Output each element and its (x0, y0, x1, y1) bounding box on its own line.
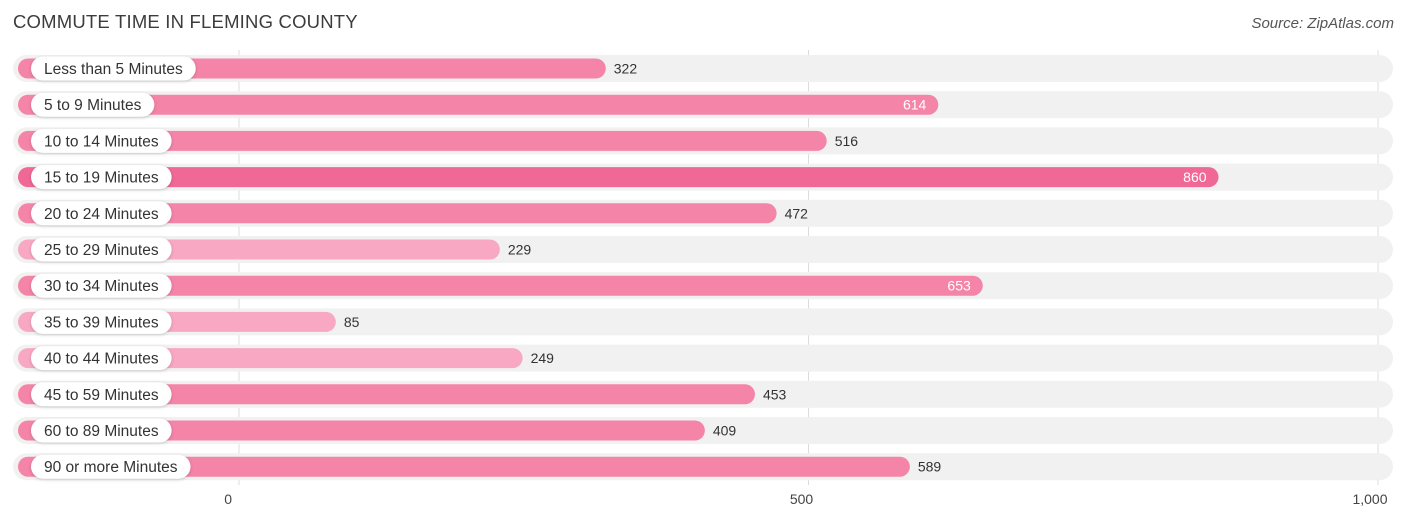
value-label: 409 (713, 423, 737, 439)
category-label: 35 to 39 Minutes (44, 314, 159, 331)
category-pill (31, 56, 196, 81)
category-label: Less than 5 Minutes (44, 61, 183, 78)
category-label: 20 to 24 Minutes (44, 206, 159, 223)
x-tick-label: 0 (224, 491, 232, 507)
category-label: 60 to 89 Minutes (44, 423, 159, 440)
bar (18, 94, 939, 115)
category-pill (31, 418, 172, 443)
value-label: 322 (614, 61, 638, 77)
row-track (13, 308, 1393, 336)
category-pill (31, 382, 172, 407)
value-label: 229 (508, 242, 532, 258)
bar (18, 275, 983, 296)
category-pill (31, 309, 172, 334)
value-label: 472 (785, 205, 809, 221)
category-label: 40 to 44 Minutes (44, 351, 159, 368)
bar (18, 130, 827, 151)
grid-layer (238, 50, 1379, 485)
category-pill (31, 273, 172, 298)
bar (18, 203, 777, 224)
category-label: 5 to 9 Minutes (44, 97, 142, 114)
category-pill (31, 201, 172, 226)
value-label: 614 (903, 97, 927, 113)
bar (18, 384, 755, 405)
x-tick-label: 500 (790, 491, 814, 507)
category-pill (31, 92, 155, 117)
value-label: 453 (763, 386, 787, 402)
value-label: 653 (947, 278, 971, 294)
value-label: 516 (835, 133, 859, 149)
bar (18, 167, 1219, 188)
category-label: 90 or more Minutes (44, 459, 178, 476)
source-credit: Source: ZipAtlas.com (1251, 15, 1394, 32)
category-label: 15 to 19 Minutes (44, 170, 159, 187)
x-axis-ticks: 0 500 1,000 (224, 491, 1388, 507)
category-pill (31, 128, 172, 153)
category-label: 30 to 34 Minutes (44, 278, 159, 295)
value-label: 860 (1183, 169, 1207, 185)
value-label: 85 (344, 314, 360, 330)
x-tick-label: 1,000 (1352, 491, 1387, 507)
bar (18, 420, 705, 441)
category-label: 45 to 59 Minutes (44, 387, 159, 404)
category-pill (31, 454, 191, 479)
category-pill (31, 237, 172, 262)
chart-title: COMMUTE TIME IN FLEMING COUNTY (13, 11, 358, 32)
bar-rows: Less than 5 Minutes 322 5 to 9 Minutes 614 1… (13, 55, 1393, 481)
value-label: 249 (531, 350, 555, 366)
category-label: 25 to 29 Minutes (44, 242, 159, 259)
category-pill (31, 346, 172, 371)
value-label: 589 (918, 459, 942, 475)
category-pill (31, 165, 172, 190)
bar (18, 456, 910, 477)
category-label: 10 to 14 Minutes (44, 133, 159, 150)
